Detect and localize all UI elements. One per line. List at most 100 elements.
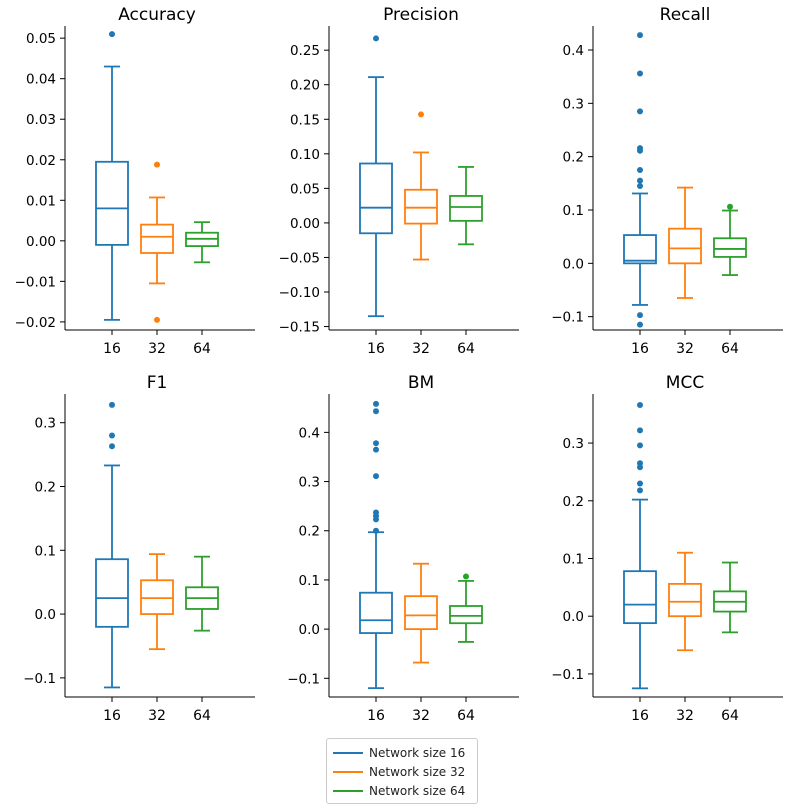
panel-title: Accuracy [118, 5, 196, 25]
x-tick-label: 64 [193, 341, 211, 357]
box-series-16 [359, 35, 393, 318]
x-tick-label: 32 [148, 341, 166, 357]
y-tick-label: −0.1 [23, 671, 56, 687]
y-tick-label: −0.01 [15, 274, 56, 290]
y-tick-label: 0.3 [35, 416, 56, 432]
legend-swatch-64 [333, 789, 363, 792]
y-tick-label: 0.2 [299, 524, 320, 540]
box-series-64 [185, 555, 219, 632]
legend-label-16: Network size 16 [369, 745, 466, 760]
y-tick-label: 0.3 [563, 436, 584, 452]
x-tick-label: 64 [457, 708, 475, 724]
outlier-point [637, 427, 643, 434]
y-tick-label: 0.02 [26, 153, 56, 169]
y-tick-label: 0.0 [299, 622, 320, 638]
outlier-point [637, 321, 643, 328]
y-tick-label: 0.05 [26, 31, 56, 47]
x-tick-label: 32 [676, 708, 694, 724]
box-series-32 [668, 186, 702, 299]
panel-accuracy: Accuracy −0.02 −0.01 0.00 0.01 0.02 0.03 0.04 0.… [15, 5, 255, 357]
outlier-point [463, 573, 469, 580]
y-tick-label: −0.05 [279, 250, 320, 266]
box-iqr [359, 162, 393, 235]
outlier-point [637, 464, 643, 471]
panel-title: F1 [147, 373, 168, 393]
box-series-16 [623, 401, 657, 690]
panel-title: MCC [666, 373, 704, 393]
x-tick-label: 64 [721, 708, 739, 724]
outlier-point [373, 516, 379, 523]
x-tick-label: 64 [457, 341, 475, 357]
box-series-32 [404, 562, 438, 664]
outlier-point [154, 316, 160, 323]
box-series-64 [713, 561, 747, 634]
outlier-point [373, 400, 379, 407]
box-iqr [95, 160, 129, 246]
x-tick-label: 32 [676, 341, 694, 357]
box-iqr [404, 188, 438, 225]
outlier-point [109, 432, 115, 439]
y-tick-label: 0.01 [26, 193, 56, 209]
y-tick-label: 0.15 [290, 112, 320, 128]
legend-item-64: Network size 64 [333, 781, 471, 800]
outlier-point [637, 70, 643, 77]
panel-recall: Recall −0.1 0.0 0.1 0.2 0.3 0.4 16 32 64 [551, 5, 783, 357]
y-tick-label: 0.4 [563, 43, 584, 59]
outlier-point [637, 147, 643, 154]
outlier-point [373, 446, 379, 453]
y-tick-label: 0.20 [290, 78, 320, 94]
outlier-point [109, 443, 115, 450]
panel-title: Precision [383, 5, 459, 25]
box-iqr [140, 579, 174, 615]
box-iqr [623, 570, 657, 625]
y-tick-label: 0.3 [299, 475, 320, 491]
y-tick-label: 0.10 [290, 147, 320, 163]
outlier-point [637, 312, 643, 319]
outlier-point [637, 167, 643, 173]
y-tick-label: 0.03 [26, 112, 56, 128]
outlier-point [373, 527, 379, 534]
legend: Network size 16 Network size 32 Network … [326, 738, 478, 804]
box-series-16 [359, 400, 393, 690]
outlier-point [637, 177, 643, 184]
outlier-point [109, 31, 115, 38]
x-tick-label: 16 [103, 341, 121, 357]
box-iqr [668, 582, 702, 618]
legend-item-16: Network size 16 [333, 743, 471, 762]
y-tick-label: 0.1 [563, 203, 584, 219]
legend-swatch-16 [333, 751, 363, 754]
y-tick-label: 0.00 [290, 216, 320, 232]
x-tick-label: 16 [631, 341, 649, 357]
box-series-32 [668, 551, 702, 652]
panel-f1: F1 −0.1 0.0 0.1 0.2 0.3 16 32 64 [23, 373, 255, 724]
panel-title: BM [408, 373, 434, 393]
y-tick-label: 0.2 [35, 479, 56, 495]
box-iqr [713, 237, 747, 258]
y-tick-label: 0.25 [290, 43, 320, 59]
box-series-32 [140, 553, 174, 651]
outlier-point [373, 35, 379, 42]
box-series-64 [713, 203, 747, 276]
y-tick-label: −0.10 [279, 285, 320, 301]
outlier-point [637, 32, 643, 39]
box-series-64 [449, 573, 483, 643]
outlier-point [637, 108, 643, 115]
legend-label-32: Network size 32 [369, 764, 466, 779]
panel-title: Recall [660, 5, 711, 25]
y-tick-label: 0.1 [563, 551, 584, 567]
y-tick-label: 0.05 [290, 181, 320, 197]
y-tick-label: 0.4 [299, 425, 320, 441]
y-tick-label: 0.04 [26, 72, 56, 88]
panel-mcc: MCC −0.1 0.0 0.1 0.2 0.3 16 32 64 [551, 373, 783, 724]
box-iqr [668, 227, 702, 265]
outlier-point [418, 111, 424, 118]
outlier-point [373, 473, 379, 480]
y-tick-label: −0.1 [551, 667, 584, 683]
box-iqr [359, 591, 393, 634]
y-tick-label: −0.15 [279, 320, 320, 336]
box-series-32 [140, 161, 174, 323]
outlier-point [637, 442, 643, 449]
x-tick-label: 64 [721, 341, 739, 357]
legend-label-64: Network size 64 [369, 783, 466, 798]
outlier-point [109, 401, 115, 408]
